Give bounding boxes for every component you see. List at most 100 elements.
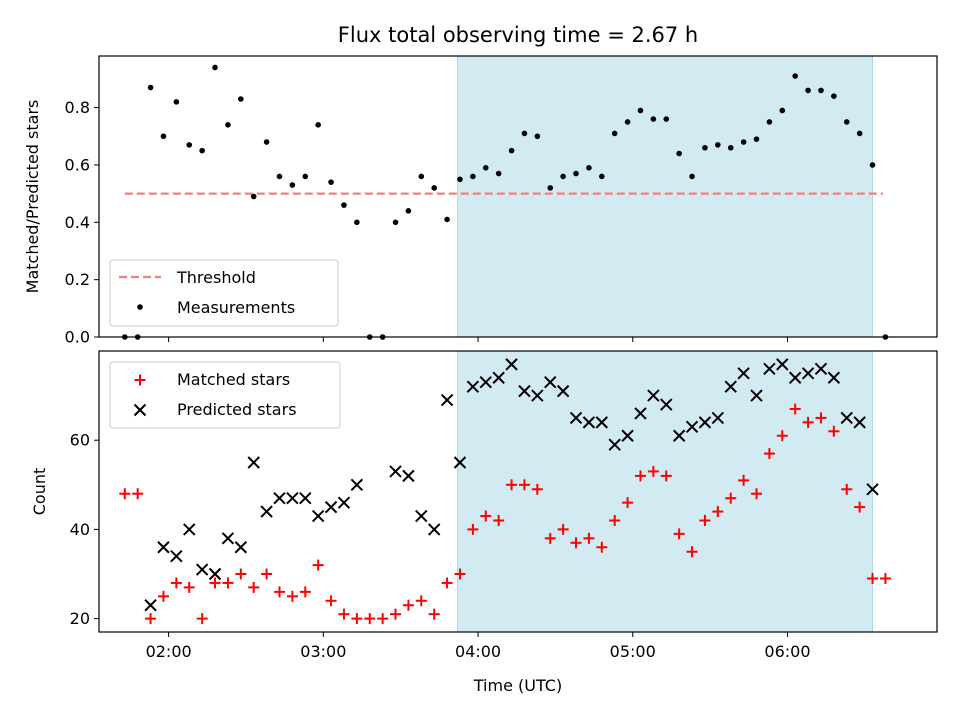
ratio-legend-box: [109, 259, 339, 327]
matched-star-point: [583, 532, 595, 544]
predicted-star-point: [479, 376, 492, 389]
legend-predicted-label: Predicted stars: [177, 400, 297, 419]
predicted-star-point-b: [389, 465, 402, 478]
measurement-point: [173, 99, 180, 105]
predicted-star-point: [286, 491, 299, 505]
measurement-point: [276, 173, 283, 180]
measurement-point: [508, 147, 515, 154]
measurement-points: [121, 64, 889, 340]
matched-star-point: [660, 470, 672, 482]
predicted-star-point-b: [453, 456, 467, 469]
measurement-point: [457, 176, 463, 183]
predicted-star-point: [170, 549, 183, 563]
predicted-star-point-b: [505, 358, 518, 371]
predicted-star-point: [415, 509, 428, 523]
predicted-star-point: [866, 483, 879, 496]
predicted-star-point: [595, 416, 609, 429]
predicted-star-point-b: [724, 380, 737, 393]
predicted-star-point: [660, 398, 673, 411]
count-y-tick-label: 20: [70, 609, 90, 628]
predicted-star-point-b: [788, 371, 802, 384]
measurement-point: [328, 179, 334, 185]
measurement-point: [315, 122, 321, 128]
predicted-star-point: [273, 491, 286, 505]
predicted-star-point: [440, 393, 454, 407]
measurement-point: [250, 193, 257, 200]
matched-star-point: [364, 613, 376, 625]
predicted-star-point-b: [234, 541, 248, 554]
predicted-star-point-b: [595, 416, 609, 429]
predicted-star-point-b: [634, 407, 647, 420]
predicted-star-point: [840, 411, 853, 425]
matched-star-point: [428, 608, 440, 620]
predicted-star-point: [389, 465, 402, 478]
matched-star-point: [531, 483, 543, 495]
predicted-star-point-b: [492, 371, 505, 384]
matched-star-point: [789, 403, 801, 415]
predicted-star-point: [582, 416, 596, 429]
matched-star-point: [170, 577, 182, 589]
matched-star-point: [609, 514, 621, 526]
matched-star-point: [634, 470, 646, 482]
measurement-point: [766, 119, 773, 125]
ratio-y-ticks: 0.0 0.2 0.4 0.6 0.8: [65, 98, 99, 347]
predicted-star-point: [698, 416, 712, 429]
time-x-tick-label: 05:00: [610, 642, 656, 661]
ratio-y-tick-label: 0.8: [65, 98, 90, 117]
count-y-tick-label: 40: [70, 520, 90, 539]
predicted-star-point-b: [853, 416, 866, 429]
measurement-point: [238, 96, 244, 102]
predicted-star-point-b: [737, 367, 750, 380]
measurement-point: [856, 130, 863, 137]
predicted-star-point-b: [273, 491, 286, 505]
time-x-tick-label: 03:00: [300, 642, 346, 661]
time-x-tick-label: 06:00: [764, 642, 810, 661]
predicted-star-point: [763, 362, 776, 376]
ratio-y-tick-label: 0.0: [65, 328, 90, 347]
legend-measurements-swatch: [137, 304, 143, 310]
predicted-star-point: [208, 567, 222, 581]
predicted-star-point: [247, 456, 260, 469]
matched-star-point: [235, 568, 247, 580]
predicted-star-point: [776, 358, 789, 371]
legend-threshold-label: Threshold: [176, 268, 256, 287]
predicted-star-point-b: [672, 429, 686, 442]
predicted-star-point-b: [763, 362, 776, 376]
predicted-star-point: [453, 456, 467, 469]
predicted-star-point-b: [427, 523, 441, 536]
ratio-axes-frame: [98, 55, 938, 338]
matched-star-point: [273, 586, 285, 598]
measurement-point: [341, 202, 347, 208]
matched-star-point: [209, 577, 221, 589]
predicted-star-point-b: [711, 411, 725, 425]
predicted-star-point-b: [866, 483, 879, 496]
predicted-star-point: [711, 411, 725, 425]
measurement-point: [482, 165, 489, 171]
predicted-star-point-b: [337, 496, 351, 509]
measurement-point: [354, 219, 360, 226]
predicted-star-point-b: [350, 478, 364, 492]
predicted-star-point: [195, 563, 209, 576]
matched-star-point: [441, 577, 453, 589]
matched-star-point: [712, 506, 724, 518]
matched-star-point: [248, 581, 260, 593]
measurement-point: [289, 182, 296, 188]
matched-star-point: [596, 541, 608, 553]
measurement-point: [676, 150, 682, 157]
matched-star-point: [776, 430, 788, 442]
matched-star-point: [854, 501, 866, 513]
predicted-star-point-b: [402, 469, 415, 483]
predicted-star-point: [569, 411, 583, 425]
matched-star-point: [415, 595, 427, 607]
predicted-star-point: [621, 429, 634, 442]
matched-star-point: [879, 572, 891, 584]
observing-window-shade-bottom: [456, 350, 874, 633]
predicted-star-point: [427, 523, 441, 536]
measurement-point: [663, 116, 670, 122]
time-x-tick-label: 02:00: [146, 642, 192, 661]
predicted-star-point: [788, 371, 802, 384]
measurement-point: [444, 216, 450, 223]
measurement-point: [560, 173, 566, 180]
matched-star-point: [325, 595, 337, 607]
